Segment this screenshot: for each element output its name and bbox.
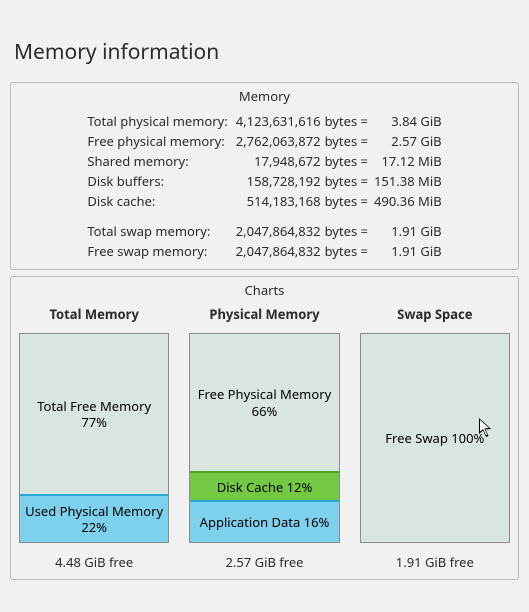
chart-caption: 4.48 GiB free bbox=[55, 553, 133, 571]
table-row: Free swap memory:2,047,864,832bytes =1.9… bbox=[85, 241, 443, 261]
mem-bytes: 17,948,672 bbox=[234, 151, 323, 171]
mem-bytes: 158,728,192 bbox=[234, 171, 323, 191]
mem-bytes: 2,762,063,872 bbox=[234, 131, 323, 151]
table-row: Total swap memory:2,047,864,832bytes =1.… bbox=[85, 221, 443, 241]
chart-column: Physical Memory Free Physical Memory 66%D… bbox=[189, 305, 339, 571]
chart-slice: Used Physical Memory 22% bbox=[20, 494, 168, 542]
chart-column: Total Memory Total Free Memory 77%Used Ph… bbox=[19, 305, 169, 571]
charts-panel-title: Charts bbox=[19, 281, 510, 299]
mem-bytes: 2,047,864,832 bbox=[234, 221, 323, 241]
chart-bar: Free Physical Memory 66%Disk Cache 12%Ap… bbox=[189, 333, 339, 543]
mem-eq: bytes = bbox=[323, 221, 368, 241]
mem-label: Disk cache: bbox=[85, 191, 233, 211]
mem-label: Total physical memory: bbox=[85, 111, 233, 131]
mem-unit: 3.84 GiB bbox=[368, 111, 444, 131]
mem-label: Shared memory: bbox=[85, 151, 233, 171]
mem-eq: bytes = bbox=[323, 111, 368, 131]
memory-panel-title: Memory bbox=[19, 87, 510, 105]
chart-column: Swap Space Free Swap 100% 1.91 GiB free bbox=[360, 305, 510, 571]
memory-panel: Memory Total physical memory:4,123,631,6… bbox=[10, 82, 519, 270]
table-row: Disk cache:514,183,168bytes =490.36 MiB bbox=[85, 191, 443, 211]
mem-label: Free swap memory: bbox=[85, 241, 233, 261]
charts-panel: Charts Total Memory Total Free Memory 77%… bbox=[10, 276, 519, 580]
chart-slice: Total Free Memory 77% bbox=[20, 334, 168, 494]
chart-bar: Total Free Memory 77%Used Physical Memor… bbox=[19, 333, 169, 543]
mem-eq: bytes = bbox=[323, 191, 368, 211]
mem-label: Free physical memory: bbox=[85, 131, 233, 151]
mem-unit: 2.57 GiB bbox=[368, 131, 444, 151]
mem-eq: bytes = bbox=[323, 171, 368, 191]
chart-slice: Free Physical Memory 66% bbox=[190, 334, 338, 471]
mem-eq: bytes = bbox=[323, 241, 368, 261]
mem-eq: bytes = bbox=[323, 131, 368, 151]
mem-unit: 490.36 MiB bbox=[368, 191, 444, 211]
chart-heading: Physical Memory bbox=[209, 305, 319, 323]
table-row: Total physical memory:4,123,631,616bytes… bbox=[85, 111, 443, 131]
table-row: Free physical memory:2,762,063,872bytes … bbox=[85, 131, 443, 151]
page-title: Memory information bbox=[14, 38, 529, 66]
chart-slice: Free Swap 100% bbox=[361, 334, 509, 542]
mem-unit: 17.12 MiB bbox=[368, 151, 444, 171]
mem-unit: 1.91 GiB bbox=[368, 241, 444, 261]
memory-table: Total physical memory:4,123,631,616bytes… bbox=[85, 111, 443, 261]
mem-bytes: 4,123,631,616 bbox=[234, 111, 323, 131]
mem-label: Disk buffers: bbox=[85, 171, 233, 191]
mem-label: Total swap memory: bbox=[85, 221, 233, 241]
mem-unit: 1.91 GiB bbox=[368, 221, 444, 241]
mem-bytes: 2,047,864,832 bbox=[234, 241, 323, 261]
chart-slice: Application Data 16% bbox=[190, 500, 338, 542]
chart-caption: 1.91 GiB free bbox=[396, 553, 474, 571]
chart-heading: Total Memory bbox=[49, 305, 138, 323]
chart-slice: Disk Cache 12% bbox=[190, 471, 338, 500]
mem-eq: bytes = bbox=[323, 151, 368, 171]
charts-row: Total Memory Total Free Memory 77%Used Ph… bbox=[19, 305, 510, 571]
chart-heading: Swap Space bbox=[397, 305, 472, 323]
table-row: Shared memory:17,948,672bytes =17.12 MiB bbox=[85, 151, 443, 171]
chart-caption: 2.57 GiB free bbox=[225, 553, 303, 571]
chart-bar: Free Swap 100% bbox=[360, 333, 510, 543]
mem-unit: 151.38 MiB bbox=[368, 171, 444, 191]
table-row: Disk buffers:158,728,192bytes =151.38 Mi… bbox=[85, 171, 443, 191]
mem-bytes: 514,183,168 bbox=[234, 191, 323, 211]
